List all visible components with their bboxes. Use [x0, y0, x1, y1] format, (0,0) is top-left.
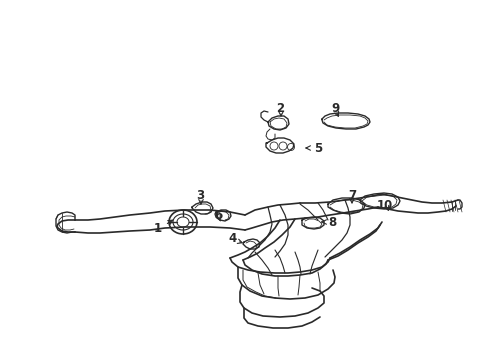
- Text: 7: 7: [347, 189, 355, 202]
- Text: 1: 1: [154, 221, 162, 234]
- Text: 8: 8: [327, 216, 335, 229]
- Text: 4: 4: [228, 231, 237, 244]
- Text: 5: 5: [313, 141, 322, 154]
- Text: 2: 2: [275, 102, 284, 114]
- Text: 3: 3: [196, 189, 203, 202]
- Text: 9: 9: [330, 102, 339, 114]
- Text: 10: 10: [376, 198, 392, 212]
- Text: 6: 6: [213, 208, 222, 221]
